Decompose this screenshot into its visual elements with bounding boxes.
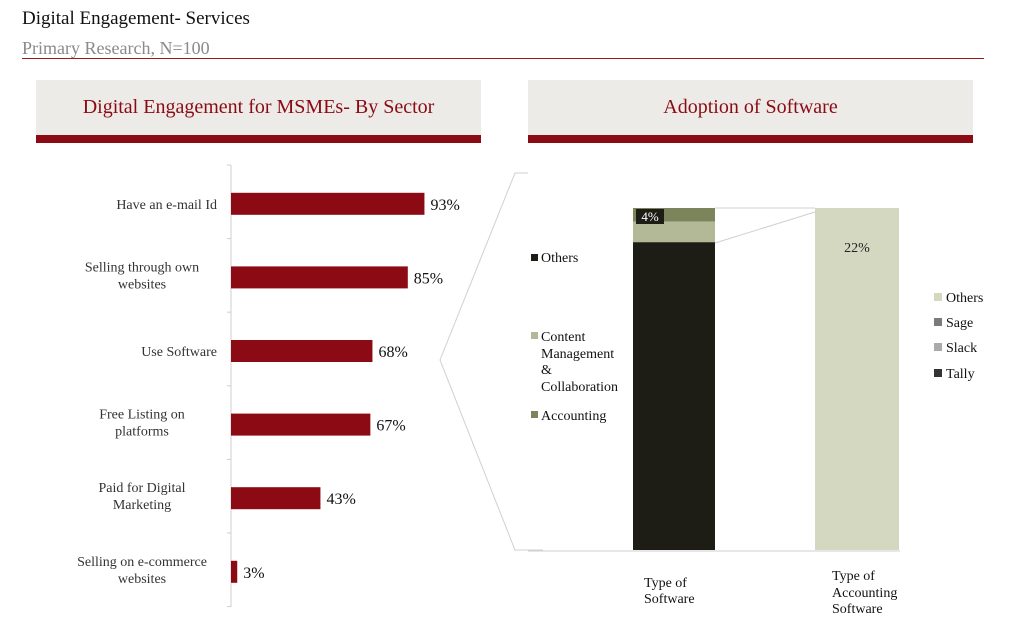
- legend-label: Tally: [946, 367, 975, 382]
- category-label: Marketing: [113, 498, 171, 513]
- page-title: Digital Engagement- Services: [22, 8, 250, 29]
- bar: [231, 192, 425, 215]
- zoom-connector: [439, 172, 543, 551]
- legend-label: Sage: [946, 316, 973, 331]
- legend-label: Accounting: [541, 409, 606, 424]
- category-label: Type of: [644, 576, 687, 591]
- right-panel-accent-bar: [528, 135, 973, 143]
- legend-label: Others: [541, 251, 578, 266]
- bar: [231, 413, 371, 436]
- category-label: Free Listing on: [99, 408, 185, 423]
- category-label: Have an e-mail Id: [116, 198, 217, 213]
- legend-label: Others: [946, 291, 983, 306]
- category-label: Paid for Digital: [98, 481, 185, 496]
- data-label: 68%: [378, 344, 407, 361]
- legend-label: Content: [541, 330, 585, 345]
- data-label: 85%: [414, 270, 443, 287]
- category-label: Software: [832, 602, 883, 617]
- bar: [231, 266, 408, 289]
- category-label: websites: [118, 277, 166, 292]
- legend-swatch: [531, 411, 538, 418]
- left-panel-title: Digital Engagement for MSMEs- By Sector: [36, 80, 481, 135]
- category-label: Selling on e-commerce: [77, 555, 207, 570]
- data-label: 93%: [430, 197, 459, 214]
- legend-label: Collaboration: [541, 380, 618, 395]
- legend-label: &: [541, 363, 552, 378]
- bar: [231, 560, 238, 583]
- bar-segment-others: [633, 242, 715, 550]
- legend-swatch: [934, 293, 942, 301]
- data-label: 4%: [641, 209, 659, 224]
- category-label: Use Software: [141, 345, 217, 360]
- category-label: platforms: [115, 425, 169, 440]
- category-label: Software: [644, 592, 695, 607]
- legend-label: Management: [541, 347, 614, 362]
- legend-swatch: [934, 343, 942, 351]
- category-label: Type of: [832, 569, 875, 584]
- legend-swatch: [934, 318, 942, 326]
- category-label: Selling through own: [85, 260, 199, 275]
- page-subtitle: Primary Research, N=100: [22, 38, 210, 58]
- title-divider: [22, 58, 984, 59]
- data-label: 43%: [326, 491, 355, 508]
- bar-segment-content-management: [633, 221, 715, 243]
- series-connector: [714, 211, 816, 244]
- data-label: 3%: [243, 565, 264, 582]
- legend-swatch: [531, 254, 538, 261]
- legend-label: Slack: [946, 341, 977, 356]
- bar: [231, 487, 321, 510]
- data-label-bg: [636, 209, 664, 224]
- bar-segment-others-accounting: [815, 208, 899, 550]
- category-label: websites: [118, 572, 166, 587]
- data-label: 22%: [844, 241, 870, 256]
- legend-swatch: [531, 332, 538, 339]
- legend-swatch: [934, 369, 942, 377]
- data-label: 67%: [376, 418, 405, 435]
- category-label: Accounting: [832, 586, 897, 601]
- bar: [231, 340, 373, 362]
- right-panel-title: Adoption of Software: [528, 80, 973, 135]
- left-panel-accent-bar: [36, 135, 481, 143]
